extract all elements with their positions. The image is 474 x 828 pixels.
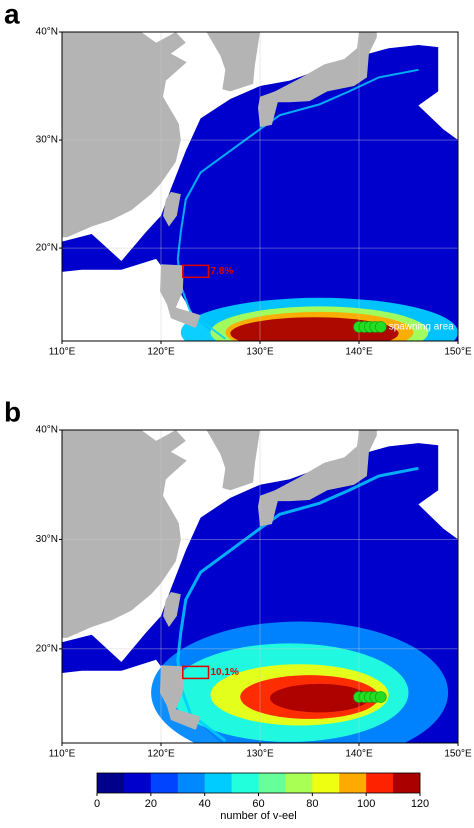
colorbar-swatch: [339, 773, 367, 793]
spawning-marker: [374, 321, 387, 333]
x-tick-label: 140°E: [345, 347, 373, 358]
land: [160, 264, 201, 328]
y-tick-label: 40°N: [36, 27, 58, 38]
x-tick-label: 150°E: [444, 749, 472, 760]
density-patch: [269, 683, 369, 713]
land: [62, 32, 187, 238]
y-tick-label: 30°N: [36, 534, 58, 545]
map-body: [62, 430, 458, 743]
colorbar-tick-label: 120: [411, 798, 429, 810]
x-tick-label: 130°E: [246, 347, 274, 358]
x-tick-label: 130°E: [246, 749, 274, 760]
region-box: [182, 665, 210, 680]
colorbar-swatch: [204, 773, 232, 793]
region-percent: 10.1%: [211, 667, 239, 678]
colorbar-swatch: [231, 773, 259, 793]
colorbar-tick-label: 60: [252, 798, 264, 810]
land: [163, 592, 181, 627]
map-body: [62, 32, 458, 341]
colorbar-swatch: [123, 773, 152, 793]
spawning-marker: [374, 691, 387, 703]
map-panel: 110°E 120°E 130°E 140°E 150°E 20°N 30°N 40°N a 7.…: [4, 0, 472, 358]
colorbar-swatch: [258, 773, 286, 793]
land: [160, 665, 201, 730]
colorbar-swatch: [97, 773, 125, 793]
land: [206, 32, 260, 92]
region-box: [182, 264, 210, 279]
colorbar-swatch: [312, 773, 340, 793]
colorbar-tick-label: 40: [199, 798, 211, 810]
land: [258, 430, 377, 527]
colorbar-tick-label: 0: [94, 798, 100, 810]
land: [62, 430, 187, 638]
colorbar-tick-label: 20: [145, 798, 157, 810]
region-percent: 7.8%: [211, 266, 234, 277]
colorbar-swatch: [393, 773, 421, 793]
land: [258, 32, 377, 128]
colorbar-tick-label: 100: [357, 798, 375, 810]
x-tick-label: 140°E: [345, 749, 373, 760]
colorbar-swatch: [150, 773, 179, 793]
colorbar: 0 20 40 60 80 100 120 number of v-eel: [94, 772, 429, 822]
x-tick-label: 110°E: [49, 749, 76, 760]
y-tick-label: 40°N: [36, 425, 58, 436]
x-tick-label: 110°E: [49, 347, 76, 358]
map-panel: 110°E 120°E 130°E 140°E 150°E 20°N 30°N 40°N b 10…: [4, 396, 472, 760]
spawning-label: spawning area: [389, 322, 454, 333]
colorbar-tick-label: 80: [306, 798, 318, 810]
colorbar-swatch: [285, 773, 313, 793]
x-tick-label: 120°E: [147, 347, 175, 358]
colorbar-swatch: [366, 773, 394, 793]
x-tick-label: 120°E: [147, 749, 175, 760]
y-tick-label: 20°N: [36, 644, 58, 655]
y-tick-label: 30°N: [36, 135, 58, 146]
land: [206, 430, 260, 491]
colorbar-swatch: [177, 773, 205, 793]
x-tick-label: 150°E: [444, 347, 472, 358]
y-tick-label: 20°N: [36, 243, 58, 254]
panel-label: a: [4, 0, 20, 29]
land: [163, 191, 181, 227]
colorbar-label: number of v-eel: [220, 810, 296, 822]
panel-label: b: [4, 396, 21, 427]
